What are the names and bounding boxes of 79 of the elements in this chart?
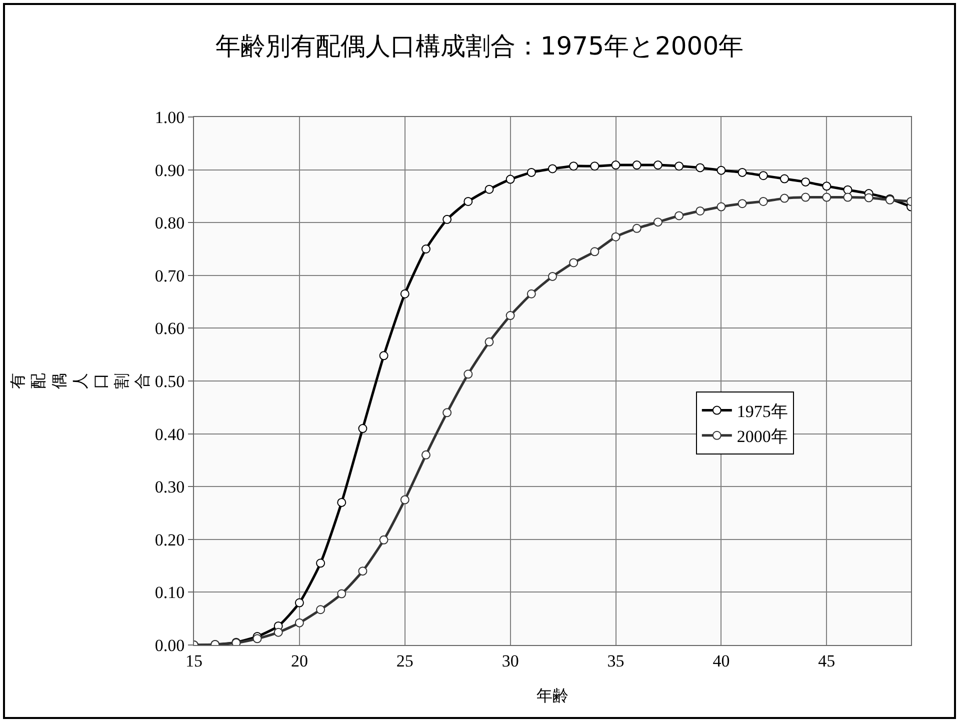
point: [611, 160, 620, 170]
point: [294, 618, 304, 628]
point: [758, 171, 768, 180]
point: [632, 224, 642, 233]
point: [506, 311, 515, 320]
point: [337, 498, 346, 507]
point: [738, 199, 747, 208]
point: [379, 351, 388, 360]
point: [674, 211, 684, 220]
y-axis-title: 有配偶人口割合: [10, 373, 152, 389]
y-tick-label: 0.00: [154, 636, 185, 655]
point: [337, 589, 346, 598]
point: [864, 193, 874, 202]
y-tick-label: 0.40: [154, 424, 185, 444]
point: [421, 244, 430, 254]
x-tick-label: 15: [186, 651, 202, 670]
point: [569, 258, 578, 268]
point: [801, 177, 810, 186]
x-tick-label: 25: [396, 651, 414, 670]
point: [653, 160, 662, 170]
x-axis-title: 年齢: [536, 687, 568, 706]
legend-label: 2000年: [736, 427, 788, 446]
point: [738, 168, 747, 177]
point: [780, 194, 789, 203]
point: [801, 192, 810, 202]
y-tick-label: 0.50: [154, 372, 185, 391]
point: [822, 192, 832, 202]
chart-title: 年齢別有配偶人口構成割合：1975年と2000年: [215, 32, 744, 61]
legend-label: 1975年: [736, 402, 788, 421]
point: [464, 196, 473, 206]
y-tick-label: 0.10: [154, 583, 185, 602]
point: [274, 628, 283, 637]
y-tick-label: 0.30: [154, 478, 185, 497]
point: [294, 598, 304, 608]
point: [400, 495, 410, 504]
point: [674, 162, 684, 171]
x-tick-label: 30: [502, 651, 519, 670]
y-tick-label: 0.90: [154, 160, 185, 180]
point: [421, 450, 430, 460]
point: [653, 218, 662, 227]
point: [379, 535, 388, 544]
y-tick-label: 0.20: [154, 530, 185, 550]
point: [632, 160, 642, 170]
point: [442, 408, 452, 418]
point: [484, 184, 494, 194]
point: [611, 232, 620, 242]
y-tick-label: 0.60: [154, 319, 185, 338]
point: [590, 162, 600, 171]
point: [548, 272, 557, 281]
point: [780, 174, 789, 184]
point: [316, 558, 326, 568]
point: [843, 185, 852, 194]
x-tick-label: 35: [607, 651, 624, 670]
point: [569, 162, 578, 171]
point: [548, 164, 557, 174]
y-tick-label: 0.70: [154, 266, 185, 286]
point: [400, 289, 410, 298]
point: [843, 192, 852, 202]
point: [526, 289, 536, 298]
point: [506, 174, 515, 184]
x-tick-label: 20: [290, 651, 308, 670]
point: [758, 196, 768, 206]
point: [696, 163, 705, 172]
point: [716, 166, 726, 175]
point: [822, 182, 832, 191]
point: [464, 370, 473, 379]
point: [358, 424, 368, 434]
x-tick-label: 40: [712, 651, 730, 670]
point: [484, 337, 494, 346]
point: [590, 247, 600, 256]
y-tick-label: 1.00: [154, 108, 185, 127]
point: [696, 206, 705, 216]
point: [716, 202, 726, 212]
y-tick-label: 0.80: [154, 214, 185, 233]
point: [442, 214, 452, 224]
point: [316, 605, 326, 614]
point: [526, 168, 536, 177]
point: [358, 566, 368, 576]
x-tick-label: 45: [818, 651, 836, 670]
